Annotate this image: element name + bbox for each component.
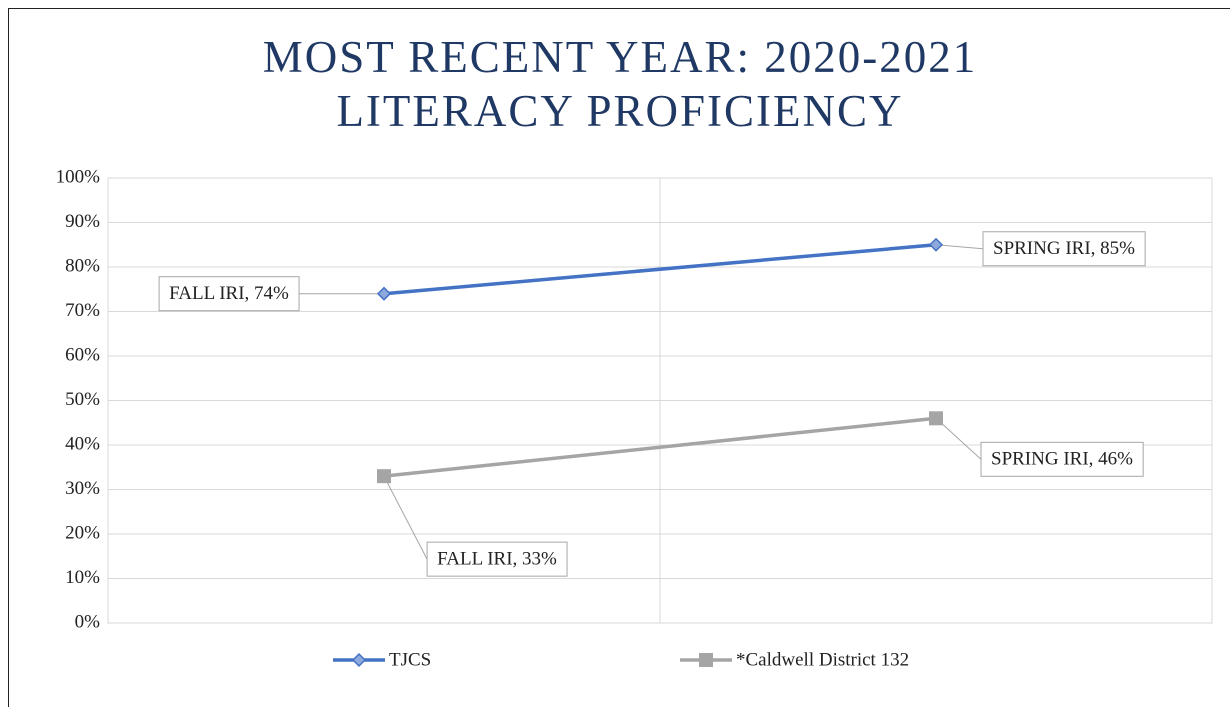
data-label: SPRING IRI, 85% xyxy=(993,238,1135,259)
data-label-box xyxy=(980,441,1144,477)
y-tick-label: 70% xyxy=(65,300,100,321)
legend-marker xyxy=(351,652,367,668)
legend-marker xyxy=(699,653,713,667)
marker xyxy=(928,237,944,252)
data-label-box xyxy=(426,541,568,577)
chart-title: MOST RECENT YEAR: 2020-2021 LITERACY PRO… xyxy=(262,32,978,136)
data-label-box xyxy=(158,276,300,312)
y-tick-label: 100% xyxy=(56,166,101,187)
leader-line xyxy=(935,417,982,460)
leader-line xyxy=(383,475,428,560)
leader-line xyxy=(935,244,983,250)
y-tick-label: 40% xyxy=(65,433,100,454)
chart-frame xyxy=(8,8,1230,707)
y-tick-label: 90% xyxy=(65,211,100,232)
y-tick-label: 20% xyxy=(65,522,100,543)
y-tick-label: 60% xyxy=(65,344,100,365)
marker xyxy=(376,286,392,301)
y-tick-label: 80% xyxy=(65,255,100,276)
data-label: FALL IRI, 33% xyxy=(437,549,557,570)
series-line xyxy=(383,416,937,478)
y-tick-label: 0% xyxy=(75,611,101,632)
series-line xyxy=(383,243,937,296)
y-tick-label: 50% xyxy=(65,389,100,410)
y-tick-label: 30% xyxy=(65,478,100,499)
marker xyxy=(377,469,391,484)
data-label: FALL IRI, 74% xyxy=(169,283,289,304)
legend-label: TJCS xyxy=(389,649,431,670)
data-label-box xyxy=(982,231,1146,267)
data-label: SPRING IRI, 46% xyxy=(991,449,1133,470)
legend-label: *Caldwell District 132 xyxy=(736,649,909,670)
y-tick-label: 10% xyxy=(65,567,100,588)
marker xyxy=(929,411,943,426)
